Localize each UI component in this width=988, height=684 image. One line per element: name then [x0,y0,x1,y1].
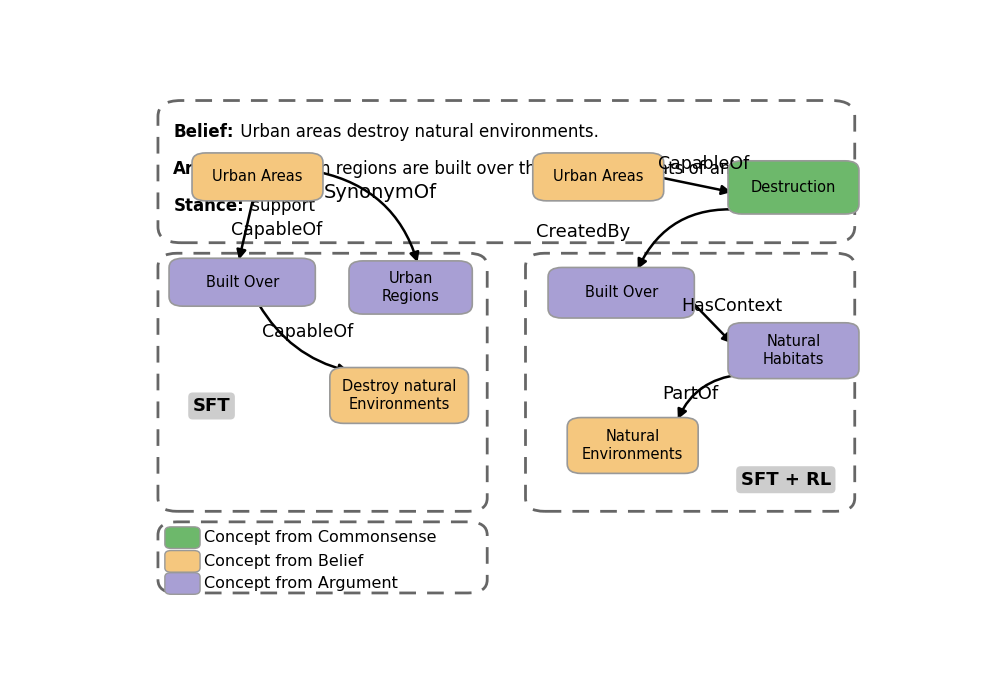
Text: Urban Areas: Urban Areas [553,170,643,185]
FancyBboxPatch shape [330,367,468,423]
FancyArrowPatch shape [660,177,729,194]
Text: Concept from Belief: Concept from Belief [204,554,364,569]
Text: Natural
Environments: Natural Environments [582,430,684,462]
FancyBboxPatch shape [533,153,664,201]
FancyBboxPatch shape [349,261,472,314]
Text: Concept from Argument: Concept from Argument [204,576,398,591]
FancyBboxPatch shape [567,417,699,473]
Text: PartOf: PartOf [662,385,718,403]
FancyBboxPatch shape [548,267,695,318]
Text: SynonymOf: SynonymOf [323,183,437,202]
FancyBboxPatch shape [165,551,200,572]
FancyBboxPatch shape [192,153,323,201]
FancyBboxPatch shape [728,323,859,379]
Text: CapableOf: CapableOf [231,220,322,239]
Text: Urban regions are built over the natural habitats of animals.: Urban regions are built over the natural… [275,160,780,178]
FancyArrowPatch shape [691,300,730,341]
Text: Built Over: Built Over [206,275,279,290]
Text: Destroy natural
Environments: Destroy natural Environments [342,379,456,412]
Text: Belief:: Belief: [173,123,234,141]
Text: SFT: SFT [193,397,230,415]
FancyBboxPatch shape [169,259,315,306]
FancyBboxPatch shape [165,527,200,549]
Text: Destruction: Destruction [751,180,836,195]
Text: CapableOf: CapableOf [658,155,750,173]
Text: support: support [246,197,314,215]
Text: Argument:: Argument: [173,160,273,178]
Text: Urban areas destroy natural environments.: Urban areas destroy natural environments… [235,123,599,141]
Text: Urban
Regions: Urban Regions [381,272,440,304]
FancyArrowPatch shape [639,209,739,267]
Text: Stance:: Stance: [173,197,244,215]
Text: Natural
Habitats: Natural Habitats [763,334,824,367]
FancyArrowPatch shape [259,304,346,372]
FancyArrowPatch shape [679,375,739,417]
Text: Concept from Commonsense: Concept from Commonsense [204,530,437,545]
FancyArrowPatch shape [237,199,253,257]
Text: CapableOf: CapableOf [262,324,353,341]
Text: SFT + RL: SFT + RL [741,471,831,489]
Text: Urban Areas: Urban Areas [212,170,302,185]
Text: Built Over: Built Over [585,285,658,300]
FancyBboxPatch shape [165,573,200,594]
FancyArrowPatch shape [319,172,418,260]
FancyBboxPatch shape [728,161,859,214]
Text: CreatedBy: CreatedBy [535,223,630,241]
Text: HasContext: HasContext [682,297,782,315]
